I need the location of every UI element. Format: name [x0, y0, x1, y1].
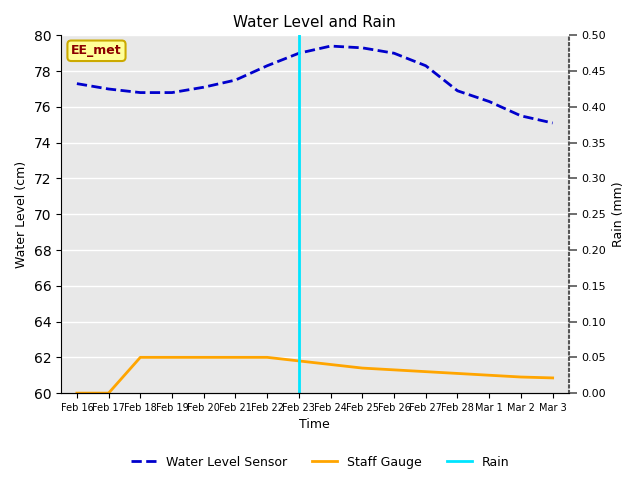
Legend: Water Level Sensor, Staff Gauge, Rain: Water Level Sensor, Staff Gauge, Rain	[125, 451, 515, 474]
X-axis label: Time: Time	[300, 419, 330, 432]
Y-axis label: Rain (mm): Rain (mm)	[612, 181, 625, 247]
Text: EE_met: EE_met	[71, 44, 122, 57]
Title: Water Level and Rain: Water Level and Rain	[234, 15, 396, 30]
Y-axis label: Water Level (cm): Water Level (cm)	[15, 161, 28, 268]
